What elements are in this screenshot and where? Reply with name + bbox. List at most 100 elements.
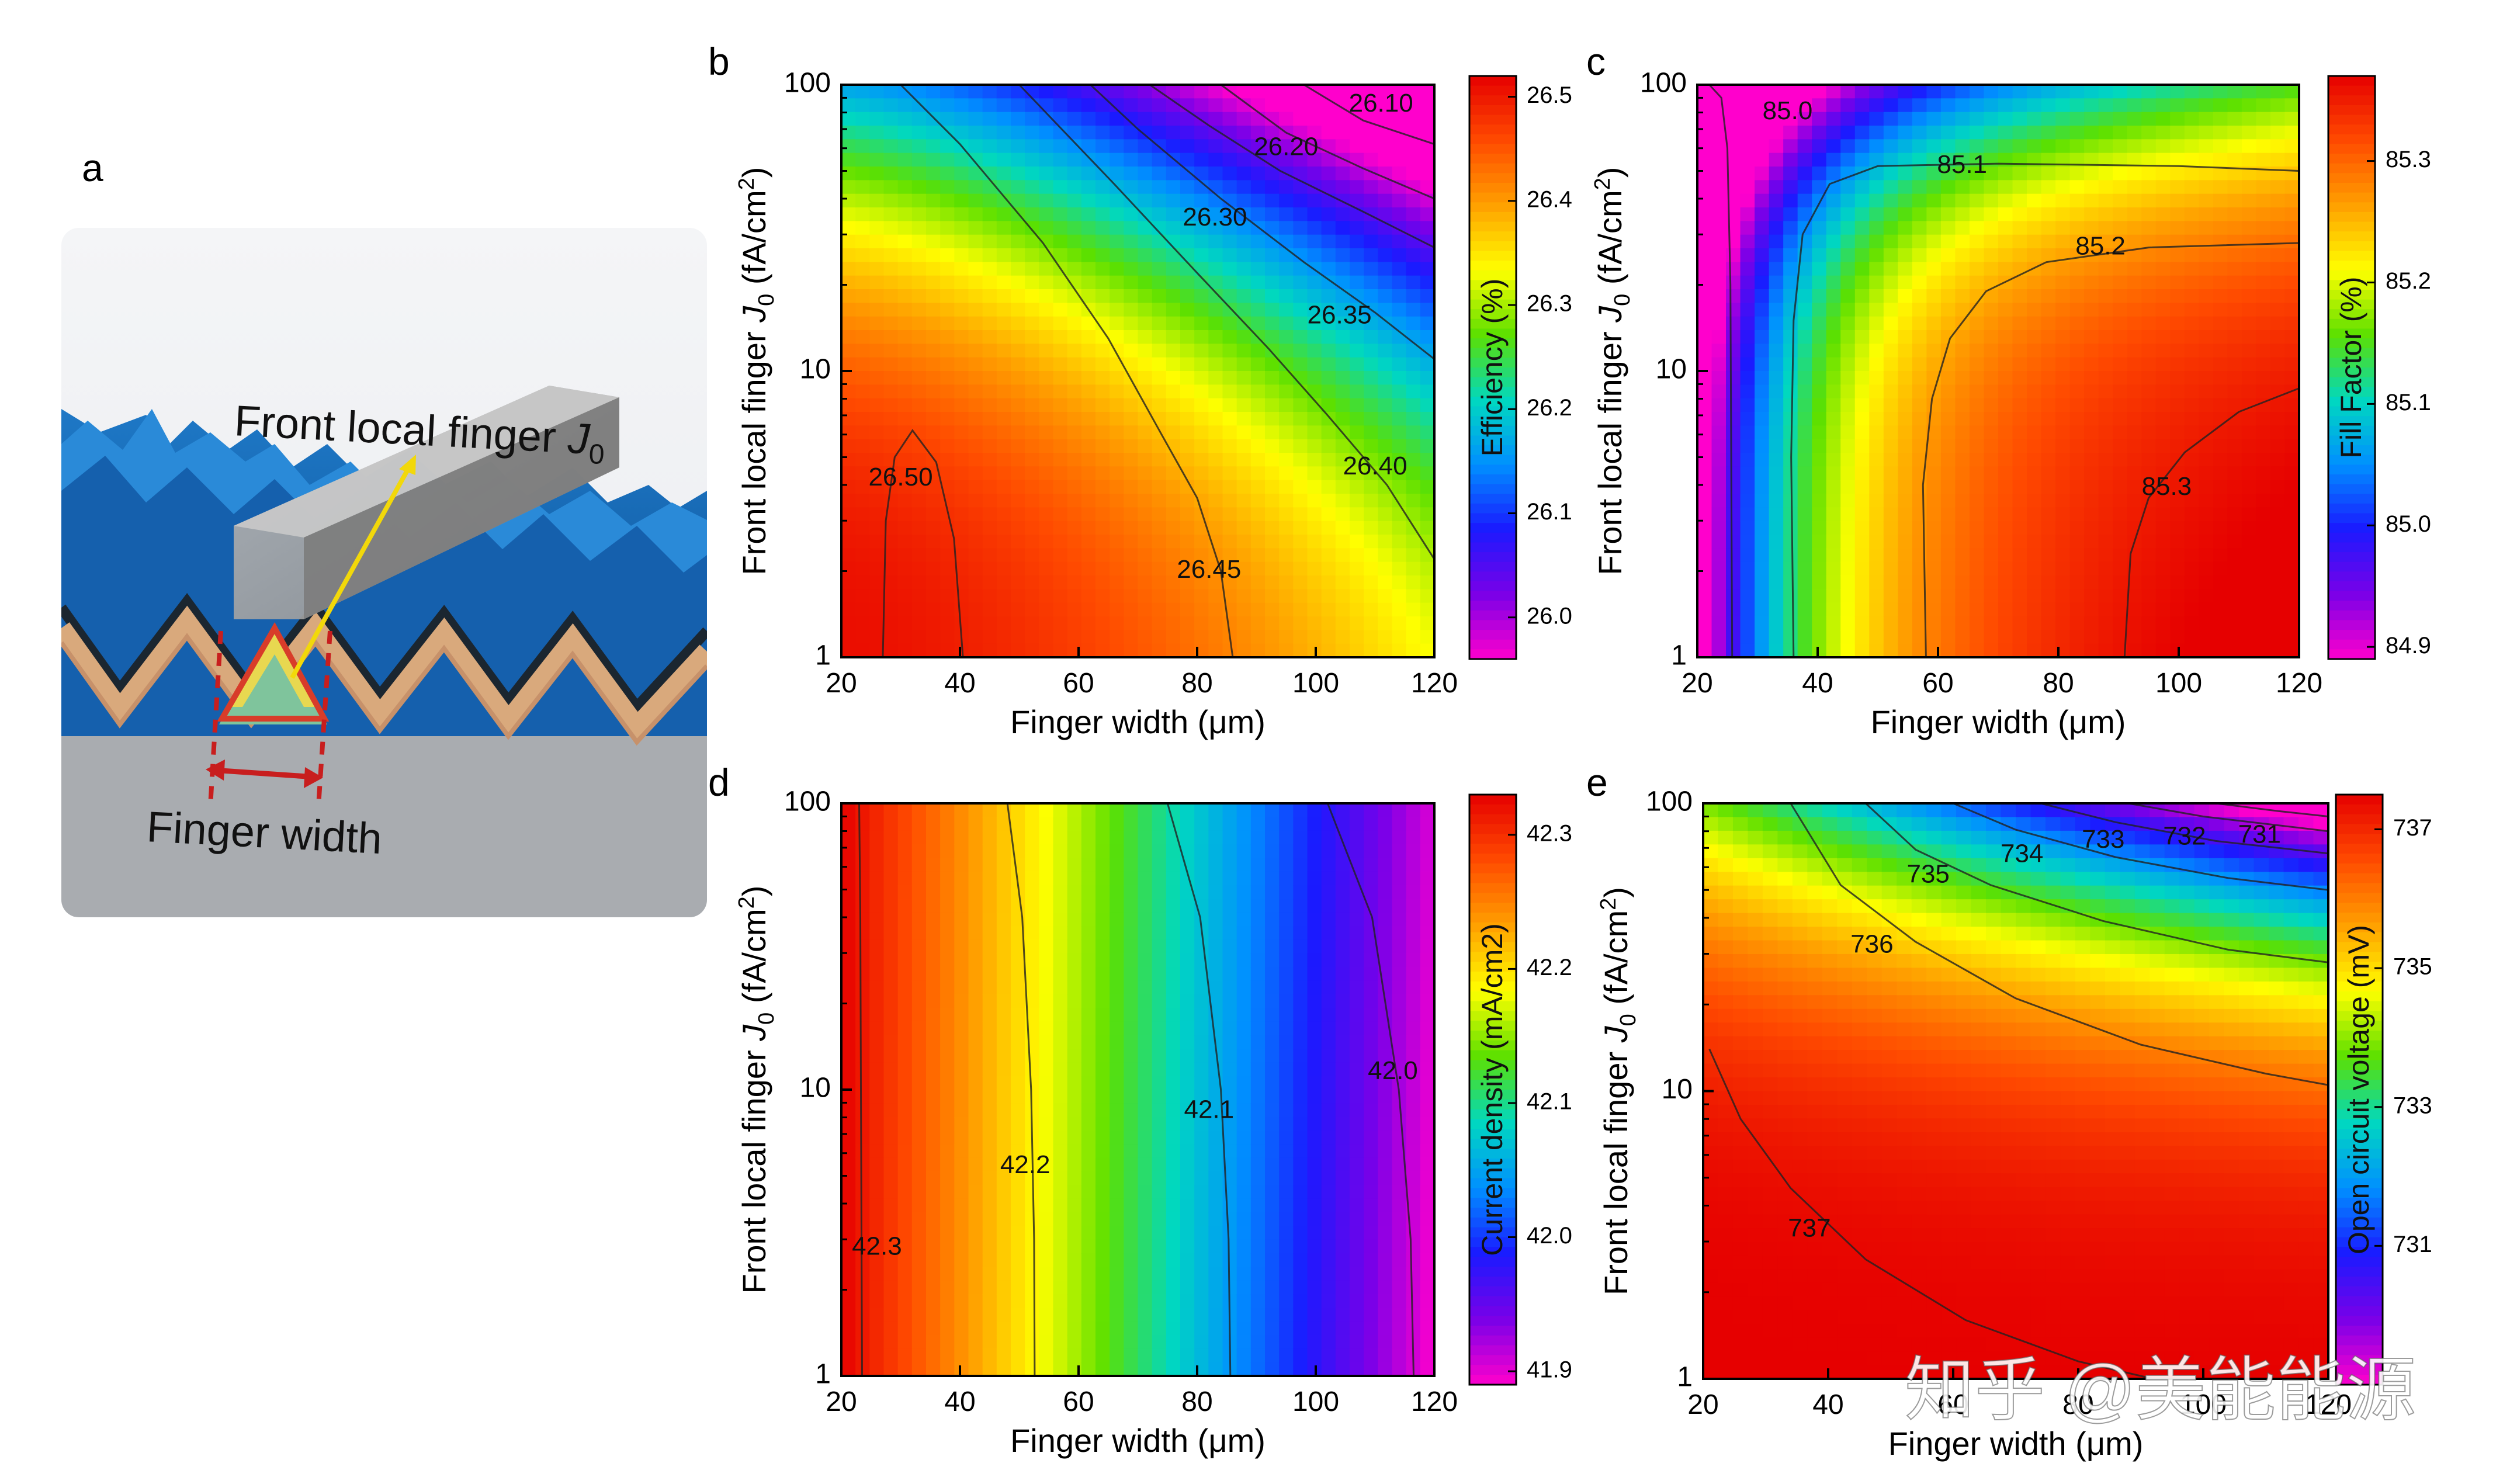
heatmap-cell [2055, 439, 2071, 453]
heatmap-cell [1697, 248, 1712, 263]
heatmap-cell [1883, 330, 1899, 345]
heatmap-cell [926, 494, 941, 508]
heatmap-cell [1124, 630, 1139, 644]
heatmap-cell [982, 248, 997, 263]
heatmap-cell [1053, 1226, 1068, 1240]
heatmap-cell [1812, 575, 1827, 590]
heatmap-cell [1222, 521, 1237, 535]
heatmap-cell [1095, 1103, 1111, 1118]
heatmap-cell [841, 1348, 857, 1363]
heatmap-cell [1025, 643, 1040, 658]
heatmap-cell [954, 926, 969, 941]
heatmap-cell [1826, 521, 1842, 535]
heatmap-cell [1840, 466, 1856, 481]
heatmap-cell [1236, 344, 1251, 358]
heatmap-cell [1081, 589, 1096, 604]
heatmap-cell [1222, 439, 1237, 453]
heatmap-cell [1740, 167, 1755, 181]
heatmap-cell [1110, 1294, 1125, 1309]
colorbar-segment [1469, 251, 1516, 261]
heatmap-cell [1912, 139, 1927, 154]
heatmap-cell [1194, 439, 1209, 453]
heatmap-cell [1350, 398, 1365, 412]
heatmap-cell [2055, 602, 2071, 617]
heatmap-cell [1180, 616, 1195, 631]
heatmap-cell [2284, 180, 2300, 195]
heatmap-cell [1081, 967, 1096, 982]
heatmap-cell [1124, 330, 1139, 345]
heatmap-cell [1406, 439, 1421, 453]
heatmap-cell [2170, 248, 2185, 263]
heatmap-cell [1194, 1226, 1209, 1240]
heatmap-cell [2199, 575, 2214, 590]
heatmap-cell [883, 344, 899, 358]
heatmap-cell [1711, 234, 1727, 249]
heatmap-cell [940, 535, 955, 549]
heatmap-cell [2170, 630, 2185, 644]
heatmap-cell [2012, 535, 2027, 549]
heatmap-cell [1166, 548, 1181, 563]
heatmap-cell [996, 926, 1011, 941]
heatmap-cell [1955, 521, 1970, 535]
x-tick-label: 60 [1063, 668, 1094, 699]
heatmap-cell [1011, 384, 1026, 399]
heatmap-cell [869, 98, 885, 113]
heatmap-cell [883, 561, 899, 576]
heatmap-cell [897, 234, 913, 249]
heatmap-cell [940, 980, 955, 995]
heatmap-cell [1011, 1226, 1026, 1240]
heatmap-cell [1797, 466, 1813, 481]
heatmap-cell [1039, 316, 1054, 331]
heatmap-cell [1110, 858, 1125, 872]
heatmap-cell [1812, 193, 1827, 208]
heatmap-cell [1208, 616, 1223, 631]
heatmap-cell [954, 221, 969, 235]
heatmap-cell [2241, 643, 2257, 658]
x-tick-label: 120 [1411, 668, 1458, 699]
heatmap-cell [1208, 344, 1223, 358]
heatmap-cell [1350, 262, 1365, 276]
heatmap-cell [1969, 439, 1985, 453]
heatmap-cell [2184, 575, 2200, 590]
heatmap-cell [1969, 453, 1985, 467]
contour-label: 26.20 [1254, 132, 1318, 161]
heatmap-cell [926, 152, 941, 167]
heatmap-cell [2084, 453, 2099, 467]
heatmap-cell [1081, 1117, 1096, 1131]
heatmap-cell [1110, 126, 1125, 140]
heatmap-cell [1711, 98, 1727, 113]
heatmap-cell [2199, 139, 2214, 154]
heatmap-cell [1726, 453, 1741, 467]
heatmap-cell [1293, 466, 1308, 481]
heatmap-cell [1350, 480, 1365, 494]
heatmap-cell [1883, 303, 1899, 317]
heatmap-cell [1236, 152, 1251, 167]
heatmap-cell [1898, 262, 1913, 276]
heatmap-cell [897, 1212, 913, 1227]
heatmap-cell [855, 221, 871, 235]
heatmap-cell [2027, 248, 2042, 263]
heatmap-cell [1222, 167, 1237, 181]
heatmap-cell [1293, 221, 1308, 235]
heatmap-cell [883, 193, 899, 208]
heatmap-cell [1152, 912, 1167, 927]
heatmap-cell [1854, 521, 1870, 535]
heatmap-cell [996, 844, 1011, 859]
heatmap-cell [1797, 439, 1813, 453]
heatmap-cell [1869, 262, 1884, 276]
heatmap-cell [2027, 85, 2042, 99]
heatmap-cell [1812, 207, 1827, 222]
heatmap-cell [1697, 193, 1712, 208]
heatmap-cell [1180, 1035, 1195, 1049]
heatmap-cell [996, 316, 1011, 331]
heatmap-cell [1053, 589, 1068, 604]
heatmap-cell [1364, 221, 1379, 235]
heatmap-cell [996, 357, 1011, 372]
heatmap-cell [954, 967, 969, 982]
heatmap-cell [1265, 289, 1280, 304]
heatmap-cell [869, 630, 885, 644]
heatmap-cell [1138, 858, 1153, 872]
heatmap-cell [2069, 384, 2085, 399]
heatmap-cell [2270, 507, 2286, 522]
heatmap-cell [869, 384, 885, 399]
